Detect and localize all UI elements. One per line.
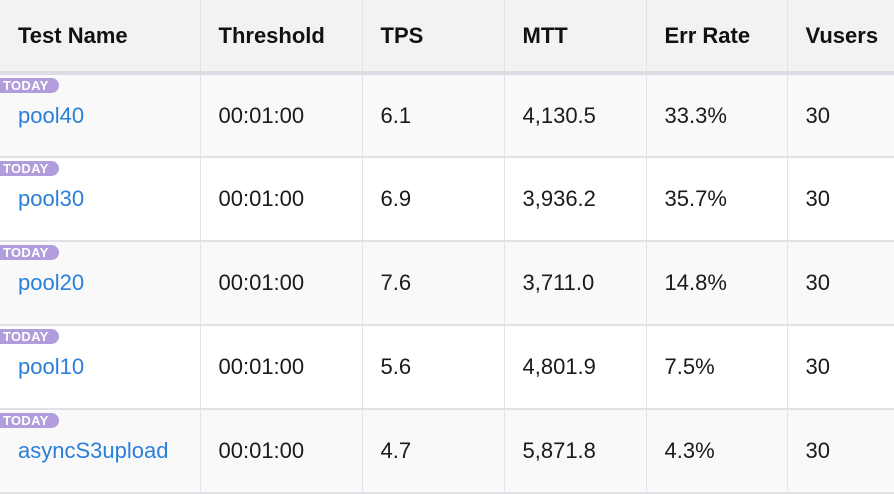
test-name-cell: TODAY pool40: [0, 73, 201, 158]
threshold-cell: 00:01:00: [200, 409, 363, 494]
column-header-test-name[interactable]: Test Name: [0, 0, 201, 75]
today-badge: TODAY: [0, 329, 59, 344]
column-header-tps[interactable]: TPS: [362, 0, 505, 75]
tps-cell: 6.1: [362, 73, 505, 158]
today-badge: TODAY: [0, 245, 59, 260]
threshold-cell: 00:01:00: [200, 157, 363, 242]
mtt-cell: 4,801.9: [504, 325, 647, 410]
column-header-threshold[interactable]: Threshold: [200, 0, 363, 75]
column-header-vusers[interactable]: Vusers: [787, 0, 894, 75]
test-name-link[interactable]: pool30: [18, 186, 85, 211]
threshold-cell: 00:01:00: [200, 325, 363, 410]
vusers-cell: 30: [787, 409, 894, 494]
table-row: TODAY asyncS3upload 00:01:00 4.7 5,871.8…: [0, 409, 894, 494]
err-rate-cell: 33.3%: [646, 73, 788, 158]
err-rate-cell: 35.7%: [646, 157, 788, 242]
table-row: TODAY pool20 00:01:00 7.6 3,711.0 14.8% …: [0, 241, 894, 326]
mtt-cell: 4,130.5: [504, 73, 647, 158]
today-badge: TODAY: [0, 161, 59, 176]
tps-cell: 6.9: [362, 157, 505, 242]
err-rate-cell: 7.5%: [646, 325, 788, 410]
test-name-link[interactable]: pool10: [18, 354, 85, 379]
tps-cell: 4.7: [362, 409, 505, 494]
test-name-cell: TODAY asyncS3upload: [0, 409, 201, 494]
test-name-link[interactable]: asyncS3upload: [18, 438, 169, 463]
mtt-cell: 5,871.8: [504, 409, 647, 494]
vusers-cell: 30: [787, 241, 894, 326]
threshold-cell: 00:01:00: [200, 73, 363, 158]
vusers-cell: 30: [787, 157, 894, 242]
column-header-mtt[interactable]: MTT: [504, 0, 647, 75]
mtt-cell: 3,936.2: [504, 157, 647, 242]
vusers-cell: 30: [787, 325, 894, 410]
column-header-err-rate[interactable]: Err Rate: [646, 0, 788, 75]
tps-cell: 5.6: [362, 325, 505, 410]
header-row: Test Name Threshold TPS MTT Err Rate Vus…: [0, 0, 894, 75]
today-badge: TODAY: [0, 413, 59, 428]
test-name-cell: TODAY pool10: [0, 325, 201, 410]
test-name-cell: TODAY pool20: [0, 241, 201, 326]
vusers-cell: 30: [787, 73, 894, 158]
tps-cell: 7.6: [362, 241, 505, 326]
err-rate-cell: 4.3%: [646, 409, 788, 494]
test-name-link[interactable]: pool40: [18, 102, 85, 128]
test-name-cell: TODAY pool30: [0, 157, 201, 242]
today-badge: TODAY: [0, 78, 59, 93]
threshold-cell: 00:01:00: [200, 241, 363, 326]
table-row: TODAY pool10 00:01:00 5.6 4,801.9 7.5% 3…: [0, 325, 894, 410]
err-rate-cell: 14.8%: [646, 241, 788, 326]
table-row: TODAY pool40 00:01:00 6.1 4,130.5 33.3% …: [0, 73, 894, 158]
test-name-link[interactable]: pool20: [18, 270, 85, 295]
mtt-cell: 3,711.0: [504, 241, 647, 326]
table-row: TODAY pool30 00:01:00 6.9 3,936.2 35.7% …: [0, 157, 894, 242]
